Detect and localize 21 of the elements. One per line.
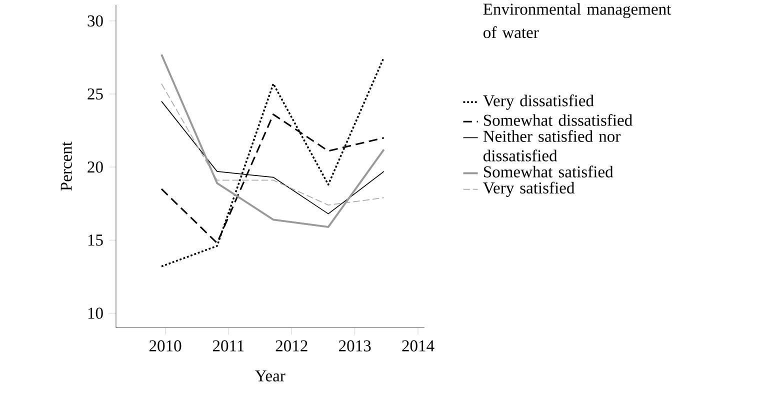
line-series	[160, 56, 385, 268]
line-series	[160, 54, 385, 228]
y-tick-label: 10	[88, 308, 103, 319]
x-tick-label: 2012	[276, 340, 308, 352]
y-axis-title: Percent	[60, 142, 72, 191]
x-axis-title: Year	[255, 370, 286, 382]
legend-label: Somewhat dissatisfied	[484, 114, 632, 126]
y-tick-label: 25	[88, 88, 103, 100]
x-tick-label: 2013	[339, 340, 371, 352]
legend-label: Very satisfied	[483, 182, 575, 198]
legend-label: Somewhat satisfied	[484, 166, 614, 178]
x-tick-label: 2011	[212, 340, 244, 352]
legend-label: Very dissatisfied	[483, 94, 594, 110]
legend-label: Neither satisfied nor dissatisfied	[483, 130, 621, 162]
y-tick-label: 30	[88, 15, 103, 27]
x-tick-label: 2010	[149, 340, 182, 352]
x-tick-label: 2014	[402, 340, 434, 352]
line-series	[161, 83, 384, 206]
y-tick-label: 20	[88, 162, 103, 173]
legend-title: Environmental management of water	[483, 3, 672, 38]
y-tick-label: 15	[88, 234, 103, 246]
